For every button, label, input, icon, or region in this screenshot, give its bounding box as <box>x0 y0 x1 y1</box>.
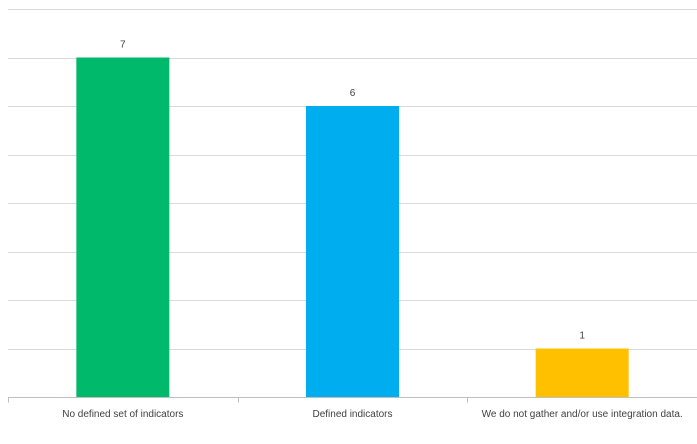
bars <box>76 57 629 397</box>
x-axis <box>8 397 697 403</box>
data-label: 1 <box>579 331 585 342</box>
data-label: 7 <box>120 40 126 51</box>
data-labels: 7 6 1 <box>120 40 585 342</box>
x-tick-label: Defined indicators <box>312 409 392 420</box>
data-label: 6 <box>350 88 356 99</box>
x-tick-label: No defined set of indicators <box>62 409 183 420</box>
bar <box>306 106 399 397</box>
x-tick-labels: No defined set of indicators Defined indi… <box>62 409 682 420</box>
x-tick-label: We do not gather and/or use integration … <box>482 409 683 420</box>
bar <box>535 348 629 397</box>
bar <box>76 57 170 397</box>
